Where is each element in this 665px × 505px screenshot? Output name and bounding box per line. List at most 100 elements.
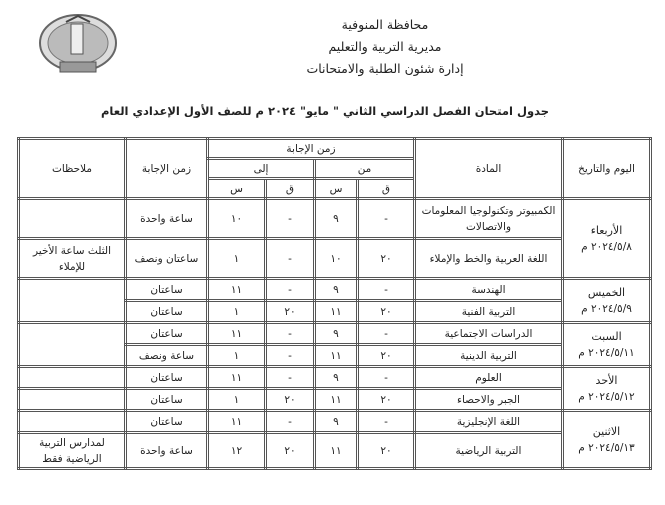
to-minute-cell: - bbox=[264, 409, 316, 434]
subject-cell: العلوم bbox=[413, 365, 564, 390]
day-date-cell: السبت ٢٠٢٤/٥/١١ م bbox=[561, 321, 652, 368]
header-from: من bbox=[313, 157, 416, 180]
table-row: التربية الدينية ٢٠ ١١-١ ساعة ونصف bbox=[19, 343, 651, 368]
document-title: جدول امتحان الفصل الدراسي الثاني " مايو"… bbox=[100, 104, 550, 118]
notes-cell bbox=[17, 387, 127, 412]
from-minute-cell: ٢٠ bbox=[356, 299, 416, 324]
department: إدارة شئون الطلبة والامتحانات bbox=[306, 61, 464, 76]
to-hour-cell: ١١ bbox=[206, 365, 267, 390]
to-minute-cell: ٢٠ bbox=[264, 431, 316, 470]
from-hour-cell: ١١ bbox=[313, 431, 359, 470]
exam-date: ٢٠٢٤/٥/٩ م bbox=[581, 302, 632, 315]
notes-cell bbox=[17, 197, 127, 240]
from-minute-cell: - bbox=[356, 321, 416, 346]
notes-cell bbox=[17, 321, 127, 368]
duration-cell: ساعتان bbox=[124, 365, 209, 390]
to-hour-cell: ١٠ bbox=[206, 197, 267, 240]
from-minute-cell: - bbox=[356, 365, 416, 390]
subject-cell: الجبر والاحصاء bbox=[413, 387, 564, 412]
notes-cell bbox=[17, 277, 127, 324]
table-row: الأربعاء ٢٠٢٤/٥/٨ م الكمبيوتر وتكنولوجيا ا… bbox=[17, 197, 652, 280]
day-name: الخميس bbox=[587, 285, 626, 299]
notes-cell: الثلث ساعة الأخير للإملاء bbox=[17, 237, 127, 280]
to-minute-cell: - bbox=[264, 343, 316, 368]
day-name: السبت bbox=[591, 329, 622, 343]
governorate: محافظة المنوفية bbox=[341, 17, 429, 32]
day-date-cell: الأربعاء ٢٠٢٤/٥/٨ م bbox=[561, 197, 652, 280]
to-minute-cell: - bbox=[264, 237, 316, 280]
exam-date: ٢٠٢٤/٥/٨ م bbox=[581, 240, 632, 253]
from-hour-cell: ٩ bbox=[313, 197, 359, 240]
exam-date: ٢٠٢٤/٥/١١ م bbox=[578, 346, 635, 359]
day-name: الأحد bbox=[595, 373, 618, 387]
table-row: الاثنين ٢٠٢٤/٥/١٣ م اللغة الإنجليزية -٩-١١ س… bbox=[17, 409, 652, 470]
duration-cell: ساعتان bbox=[124, 277, 209, 302]
to-hour-cell: ١٢ bbox=[206, 431, 267, 470]
from-hour-cell: ١٠ bbox=[313, 237, 359, 280]
duration-cell: ساعة ونصف bbox=[124, 343, 209, 368]
subject-cell: التربية الفنية bbox=[413, 299, 564, 324]
from-minute-cell: ٢٠ bbox=[356, 343, 416, 368]
duration-cell: ساعتان bbox=[124, 299, 209, 324]
directorate: مديرية التربية والتعليم bbox=[328, 39, 442, 54]
header-from-minute: ق bbox=[356, 177, 416, 200]
header-to-hour: س bbox=[206, 177, 267, 200]
table-row: التربية الرياضية ٢٠ ١١ ٢٠ ١٢ ساعة واحدة لمدارس… bbox=[17, 431, 651, 470]
table-row: الأحد ٢٠٢٤/٥/١٢ م العلوم -٩-١١ ساعتان bbox=[17, 365, 652, 412]
subject-cell: الهندسة bbox=[413, 277, 564, 302]
duration-cell: ساعتان bbox=[124, 409, 209, 434]
from-hour-cell: ١١ bbox=[313, 387, 359, 412]
from-hour-cell: ٩ bbox=[313, 321, 359, 346]
from-minute-cell: ٢٠ bbox=[356, 431, 416, 470]
table-row: السبت ٢٠٢٤/٥/١١ م الدراسات الاجتماعية -٩-١١… bbox=[17, 321, 652, 368]
notes-cell bbox=[17, 409, 127, 434]
header-to: إلى bbox=[206, 157, 316, 180]
to-minute-cell: - bbox=[264, 197, 316, 240]
duration-cell: ساعة واحدة bbox=[124, 431, 209, 470]
emblem-logo bbox=[39, 14, 117, 73]
from-minute-cell: - bbox=[356, 409, 416, 434]
day-name: الأربعاء bbox=[590, 223, 623, 237]
table-row: الخميس ٢٠٢٤/٥/٩ م الهندسة -٩-١١ ساعتان bbox=[17, 277, 652, 324]
from-hour-cell: ١١ bbox=[313, 299, 359, 324]
notes-cell: لمدارس التربية الرياضية فقط bbox=[17, 431, 127, 470]
from-minute-cell: - bbox=[356, 277, 416, 302]
notes-cell bbox=[17, 365, 127, 390]
duration-cell: ساعتان bbox=[124, 321, 209, 346]
to-minute-cell: ٢٠ bbox=[264, 299, 316, 324]
to-minute-cell: - bbox=[264, 277, 316, 302]
from-hour-cell: ٩ bbox=[313, 409, 359, 434]
subject-cell: اللغة الإنجليزية bbox=[413, 409, 564, 434]
to-hour-cell: ١ bbox=[206, 237, 267, 280]
to-hour-cell: ١١ bbox=[206, 321, 267, 346]
to-hour-cell: ١ bbox=[206, 343, 267, 368]
subject-cell: التربية الدينية bbox=[413, 343, 564, 368]
duration-cell: ساعتان bbox=[124, 387, 209, 412]
header-to-minute: ق bbox=[264, 177, 316, 200]
from-minute-cell: ٢٠ bbox=[356, 387, 416, 412]
to-hour-cell: ١ bbox=[206, 387, 267, 412]
letterhead: محافظة المنوفية مديرية التربية والتعليم … bbox=[255, 14, 515, 80]
to-hour-cell: ١١ bbox=[206, 277, 267, 302]
day-date-cell: الخميس ٢٠٢٤/٥/٩ م bbox=[561, 277, 652, 324]
day-date-cell: الاثنين ٢٠٢٤/٥/١٣ م bbox=[561, 409, 652, 470]
header-day: اليوم والتاريخ bbox=[561, 137, 652, 200]
duration-cell: ساعة واحدة bbox=[124, 197, 209, 240]
subject-cell: التربية الرياضية bbox=[413, 431, 564, 470]
to-minute-cell: ٢٠ bbox=[264, 387, 316, 412]
from-hour-cell: ٩ bbox=[313, 277, 359, 302]
to-minute-cell: - bbox=[264, 321, 316, 346]
day-name: الاثنين bbox=[592, 424, 621, 438]
exam-schedule-table: اليوم والتاريخ المادة زمن الإجابة زمن ال… bbox=[17, 137, 652, 470]
subject-cell: الكمبيوتر وتكنولوجيا المعلومات والاتصالا… bbox=[413, 197, 564, 240]
subject-cell: اللغة العربية والخط والإملاء bbox=[413, 237, 564, 280]
duration-cell: ساعتان ونصف bbox=[124, 237, 209, 280]
exam-date: ٢٠٢٤/٥/١٣ م bbox=[578, 441, 635, 454]
header-from-hour: س bbox=[313, 177, 359, 200]
table-row: الجبر والاحصاء ٢٠ ١١ ٢٠ ١ ساعتان bbox=[17, 387, 651, 412]
to-hour-cell: ١ bbox=[206, 299, 267, 324]
from-minute-cell: ٢٠ bbox=[356, 237, 416, 280]
subject-cell: الدراسات الاجتماعية bbox=[413, 321, 564, 346]
to-minute-cell: - bbox=[264, 365, 316, 390]
to-hour-cell: ١١ bbox=[206, 409, 267, 434]
